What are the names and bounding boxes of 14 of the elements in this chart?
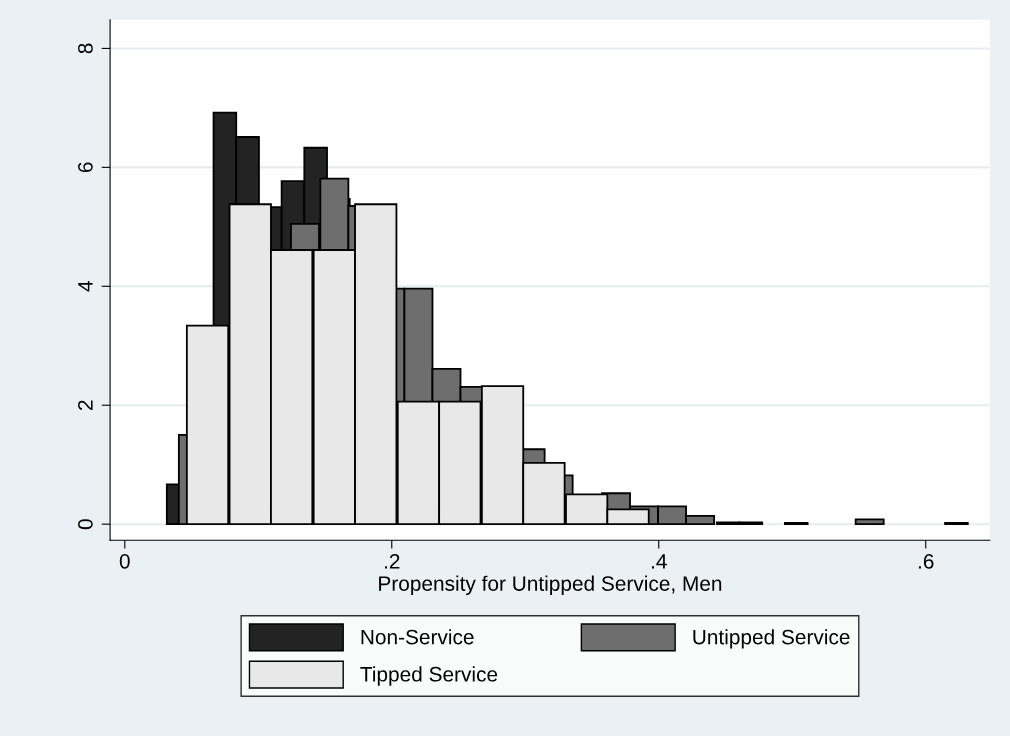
y-tick-label: 0 <box>78 519 93 530</box>
x-axis-title: Propensity for Untipped Service, Men <box>379 575 722 596</box>
y-tick-label: 8 <box>78 43 93 54</box>
legend-label: Tipped Service <box>360 666 498 686</box>
x-tick-label: 0 <box>119 553 130 569</box>
legend-label: Untipped Service <box>693 629 850 649</box>
x-tick-label: .4 <box>651 554 667 569</box>
x-tick-label: .2 <box>384 553 400 569</box>
y-tick-label: 2 <box>78 400 93 410</box>
legend-label: Non-Service <box>361 629 474 645</box>
y-tick-label: 6 <box>78 162 93 173</box>
x-tick-label: .6 <box>918 553 934 569</box>
y-tick-label: 4 <box>78 281 93 292</box>
bar <box>854 518 885 526</box>
